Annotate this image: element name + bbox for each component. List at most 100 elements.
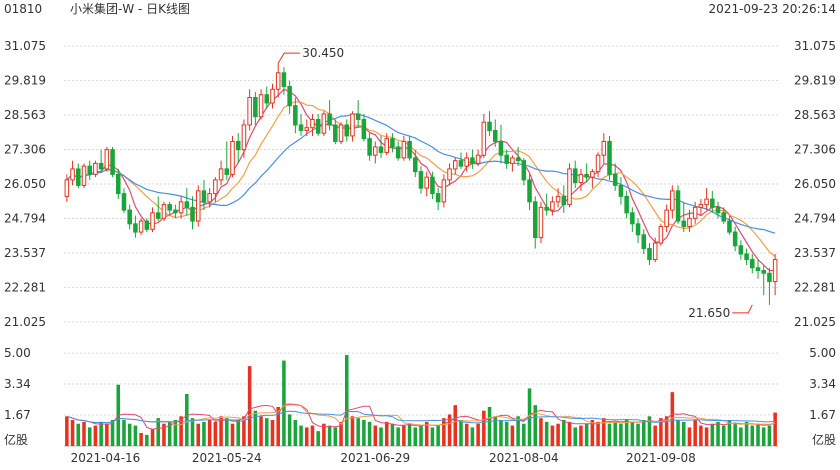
candle <box>213 177 218 202</box>
candle-body <box>395 146 401 159</box>
candle-body <box>453 160 458 170</box>
candle <box>601 133 607 164</box>
candle-body <box>635 223 641 236</box>
candle-body <box>133 223 138 233</box>
candle-body <box>521 160 527 181</box>
volume-bar <box>464 423 469 446</box>
volume-bar <box>613 421 617 446</box>
candle-body <box>207 193 212 203</box>
candle <box>590 168 595 189</box>
volume-bar <box>287 414 292 446</box>
volume-ma5-line <box>66 403 776 430</box>
price-tick-left: 26.050 <box>4 177 46 191</box>
candle <box>772 254 778 296</box>
candle <box>687 210 692 233</box>
candle-body <box>390 138 395 148</box>
volume-bar <box>641 420 646 446</box>
candle <box>618 177 624 205</box>
candle <box>464 152 469 172</box>
candle <box>630 207 635 233</box>
volume-bar <box>596 421 600 446</box>
candle-body <box>498 140 504 156</box>
candle <box>532 196 538 249</box>
volume-bar <box>145 434 149 446</box>
volume-bar <box>350 416 355 446</box>
volume-bar <box>390 423 395 446</box>
candle <box>732 226 738 252</box>
volume-bar <box>270 420 275 446</box>
volume-bar <box>253 410 258 446</box>
candle <box>395 141 401 161</box>
candle-body <box>738 245 744 255</box>
volume-bar <box>653 425 657 446</box>
candle-body <box>761 270 766 274</box>
volume-bar <box>127 423 132 446</box>
candle <box>121 188 127 213</box>
candle-body <box>590 171 595 178</box>
candle-body <box>70 168 75 181</box>
volume-axis-left: 5.00 3.34 1.67 亿股 <box>4 346 31 447</box>
price-tick-right: 31.075 <box>794 39 836 53</box>
candle-body <box>355 113 361 120</box>
candle-body <box>504 154 509 164</box>
volume-bar <box>436 425 440 446</box>
volume-bar <box>716 421 720 446</box>
candle <box>373 141 378 164</box>
volume-tick-left: 3.34 <box>4 377 31 391</box>
volume-bar <box>499 420 503 446</box>
volume-bar <box>630 421 635 446</box>
candle-body <box>430 176 435 195</box>
candle <box>527 174 532 211</box>
volume-bar <box>721 425 726 446</box>
volume-bar <box>207 420 212 446</box>
volume-bar <box>533 405 538 446</box>
volume-bar <box>70 420 75 446</box>
candle <box>458 152 464 169</box>
candle-body <box>218 168 224 181</box>
candle <box>441 174 447 208</box>
volume-bar <box>487 407 492 446</box>
candle <box>133 215 138 238</box>
candle-body <box>721 212 727 222</box>
candle-body <box>310 118 315 129</box>
volume-tick-left: 1.67 <box>4 408 31 422</box>
candle <box>544 193 549 216</box>
volume-bar <box>99 421 103 446</box>
candle <box>93 160 98 178</box>
high-leader-line <box>277 52 301 64</box>
candle-body <box>704 198 709 206</box>
volume-bar <box>636 423 640 446</box>
candle <box>710 190 715 213</box>
candle <box>675 185 681 224</box>
candle-body <box>373 146 378 156</box>
candle <box>572 160 578 189</box>
candle-body <box>681 220 687 228</box>
volume-bar <box>419 425 423 446</box>
candle <box>161 201 167 222</box>
candle-body <box>144 220 150 230</box>
volume-ma20-line <box>66 410 776 424</box>
volume-bar <box>459 420 463 446</box>
volume-bar <box>693 420 697 446</box>
candle <box>641 229 647 255</box>
candle-body <box>167 204 172 211</box>
volume-bar <box>602 418 606 446</box>
volume-tick-left: 5.00 <box>4 346 31 360</box>
candle <box>367 133 372 161</box>
volume-bar <box>659 418 663 446</box>
ma20-line <box>66 113 776 234</box>
volume-bar <box>556 423 560 446</box>
candle-body <box>241 124 247 151</box>
candle <box>578 168 584 191</box>
candle <box>664 204 669 233</box>
ma5-line <box>66 88 776 272</box>
candle <box>755 259 761 279</box>
volume-bar <box>150 429 155 446</box>
candle-body <box>715 206 721 214</box>
candle <box>218 160 224 186</box>
candle <box>407 135 412 161</box>
candle <box>681 201 687 233</box>
candle-body <box>104 149 110 170</box>
header: 01810 小米集团-W - 日K线图 2021-09-23 20:26:14 <box>4 1 836 16</box>
